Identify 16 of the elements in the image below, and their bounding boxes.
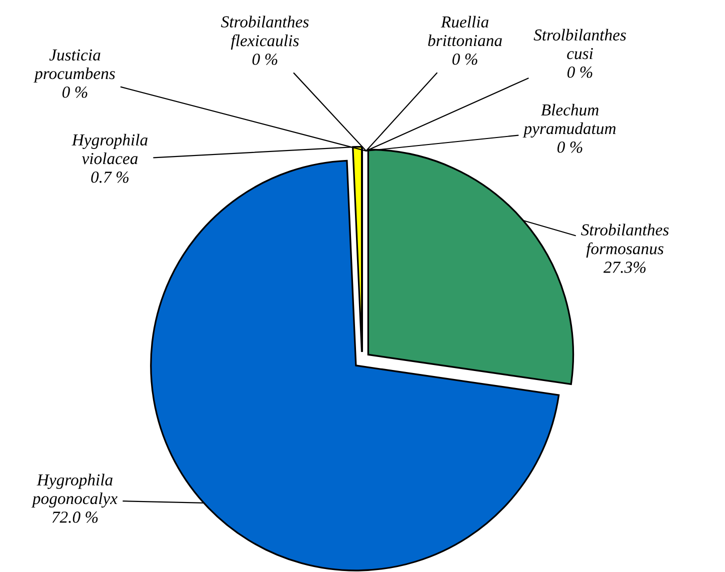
- text: 0 %: [452, 54, 478, 65]
- text: 0 %: [567, 66, 592, 78]
- data-label: 0.7 %: [91, 172, 128, 183]
- category-label: Strobilanthes flexicaulis: [221, 16, 309, 50]
- data-label: 27.3%: [603, 262, 646, 273]
- category-label: Strolbilanthes cusi: [534, 28, 626, 60]
- category-label: Justicia procumbens: [34, 49, 115, 83]
- category-label: Blechum pyramudatum: [522, 104, 616, 138]
- text: 0 %: [62, 86, 88, 98]
- data-label: 72.0 %: [52, 512, 98, 523]
- slice-label: Hygrophila violacea: [72, 134, 148, 164]
- text: 0 %: [557, 142, 582, 153]
- slice-label: Hygrophila pogonocalyx: [31, 474, 118, 508]
- text: 0 %: [252, 54, 278, 65]
- slice-label: Strobilanthes formosanus: [581, 224, 669, 258]
- category-label: Ruellia brittoniana: [428, 16, 502, 46]
